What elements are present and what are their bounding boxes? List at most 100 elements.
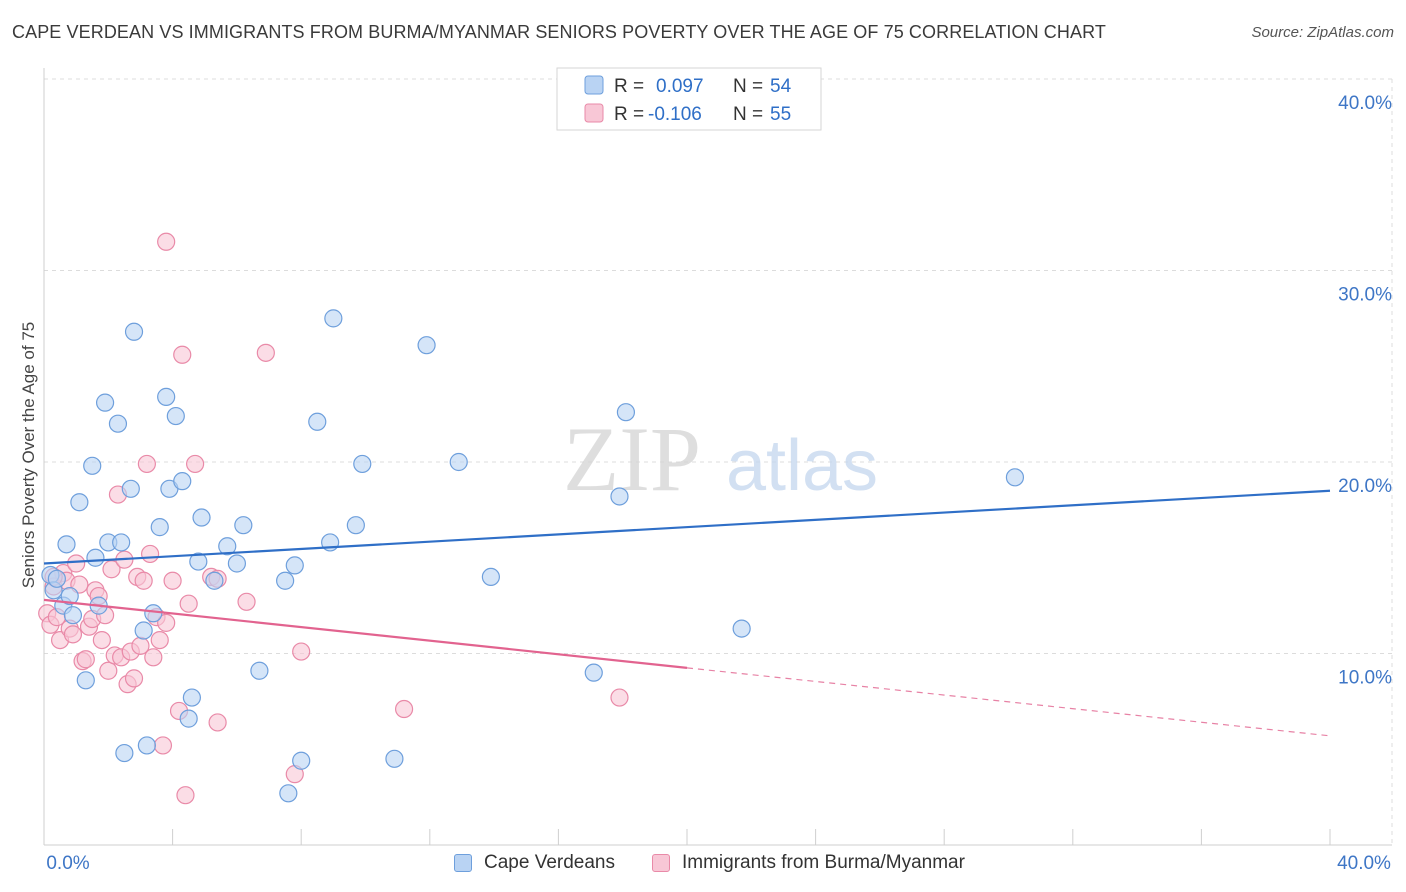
cape-verdean-point: [115, 743, 134, 763]
y-tick-label: 20.0%: [1338, 476, 1392, 497]
cape-verdean-point: [292, 751, 311, 770]
cape-verdean-point: [616, 403, 636, 422]
cape-verdean-point: [150, 518, 169, 537]
burma-myanmar-point: [208, 713, 227, 732]
burma-myanmar-point: [237, 592, 256, 611]
cape-verdean-point: [179, 709, 198, 728]
burma-myanmar-point: [134, 571, 153, 590]
cape-verdean-point: [70, 493, 89, 512]
burma-myanmar-point: [163, 571, 182, 590]
legend-n-label-1: N =: [733, 76, 763, 97]
cape-verdean-point: [83, 456, 102, 475]
legend-swatch-blue: [584, 75, 604, 95]
y-axis-label: Seniors Poverty Over the Age of 75: [19, 322, 38, 588]
cape-verdean-point: [121, 479, 140, 498]
cape-verdean-point: [57, 535, 76, 554]
burma-myanmar-point: [394, 699, 414, 719]
burma-myanmar-point: [67, 554, 86, 573]
cape-verdean-point: [137, 736, 156, 755]
x-tick-label-max: 40.0%: [1337, 853, 1391, 874]
legend-swatch-pink: [584, 103, 604, 123]
legend-item-burma-myanmar: Immigrants from Burma/Myanmar: [652, 852, 965, 874]
cape-verdean-point: [234, 516, 253, 535]
cape-verdean-point: [385, 749, 404, 768]
burma-myanmar-point: [92, 630, 111, 650]
legend-swatch-cape-verdeans: [454, 854, 472, 872]
burma-myanmar-point: [140, 544, 160, 564]
watermark-zip: ZIP: [563, 408, 701, 510]
burma-myanmar-point: [76, 650, 95, 669]
axes: [43, 68, 1392, 846]
burma-myanmar-trend-line: [43, 598, 688, 669]
cape-verdean-point: [166, 406, 185, 426]
burma-myanmar-point: [179, 594, 198, 613]
source-credit: Source: ZipAtlas.com: [1251, 24, 1394, 41]
cape-verdean-point: [308, 412, 327, 431]
cape-verdean-point: [285, 556, 304, 575]
cape-verdean-point: [610, 487, 629, 506]
cape-verdean-point: [173, 472, 192, 491]
chart-title: CAPE VERDEAN VS IMMIGRANTS FROM BURMA/MY…: [12, 22, 1106, 42]
cape-verdean-point: [124, 322, 144, 341]
burma-myanmar-point: [173, 345, 192, 364]
data-points: [38, 232, 1025, 805]
stats-legend: R = 0.097 N = 54 R = -0.106 N = 55: [556, 67, 822, 131]
burma-myanmar-point: [292, 642, 311, 661]
x-tick-label-min: 0.0%: [46, 853, 89, 874]
burma-myanmar-point: [157, 232, 176, 251]
trend-lines: [43, 489, 1331, 737]
legend-label-cape-verdeans: Cape Verdeans: [484, 852, 615, 873]
y-tick-label: 10.0%: [1338, 668, 1392, 689]
burma-myanmar-point: [63, 625, 83, 644]
cape-verdean-point: [218, 537, 237, 556]
burma-myanmar-point: [137, 454, 156, 474]
cape-verdean-point: [481, 567, 500, 587]
burma-myanmar-point: [176, 786, 195, 805]
cape-verdean-point: [279, 784, 298, 803]
cape-verdean-point: [250, 661, 269, 680]
burma-myanmar-point: [157, 613, 176, 632]
cape-verdean-point: [95, 393, 115, 412]
burma-myanmar-point: [610, 688, 629, 707]
cape-verdean-point: [189, 552, 208, 571]
cape-verdean-point: [353, 454, 372, 474]
cape-verdean-point: [276, 571, 295, 590]
cape-verdean-point: [227, 554, 246, 573]
legend-n-value-1: 54: [770, 76, 792, 97]
cape-verdean-point: [86, 548, 105, 567]
legend-label-burma-myanmar: Immigrants from Burma/Myanmar: [682, 852, 965, 873]
legend-n-label-2: N =: [733, 104, 763, 125]
y-tick-label: 30.0%: [1338, 285, 1392, 306]
burma-myanmar-point: [150, 630, 169, 650]
legend-r-value-1: 0.097: [656, 76, 704, 97]
cape-verdean-point: [60, 586, 79, 606]
grid-lines: [44, 78, 1393, 845]
burma-myanmar-point: [144, 648, 163, 667]
cape-verdean-point: [192, 508, 211, 527]
cape-verdean-point: [417, 336, 436, 355]
series-legend: Cape Verdeans Immigrants from Burma/Myan…: [0, 852, 1406, 878]
cape-verdean-point: [584, 663, 603, 682]
cape-verdean-trend-line: [43, 489, 1331, 565]
legend-r-label-1: R =: [614, 76, 644, 97]
legend-swatch-burma-myanmar: [652, 854, 670, 872]
legend-r-label-2: R =: [614, 104, 644, 125]
cape-verdean-point: [108, 414, 128, 433]
burma-myanmar-point: [124, 669, 144, 688]
cape-verdean-point: [449, 452, 468, 472]
burma-myanmar-point: [153, 736, 173, 755]
cape-verdean-point: [112, 533, 131, 552]
cape-verdean-point: [324, 309, 343, 328]
y-tick-labels: 10.0% 20.0% 30.0% 40.0%: [1338, 93, 1392, 689]
cape-verdean-point: [205, 571, 224, 590]
legend-n-value-2: 55: [770, 104, 791, 125]
cape-verdean-point: [346, 516, 365, 535]
burma-myanmar-trend-line-extension: [686, 667, 1331, 737]
cape-verdean-point: [144, 604, 163, 623]
cape-verdean-point: [63, 606, 83, 625]
cape-verdean-point: [157, 387, 176, 406]
legend-item-cape-verdeans: Cape Verdeans: [454, 852, 615, 874]
cape-verdean-point: [47, 569, 66, 588]
legend-r-value-2: -0.106: [648, 104, 702, 125]
